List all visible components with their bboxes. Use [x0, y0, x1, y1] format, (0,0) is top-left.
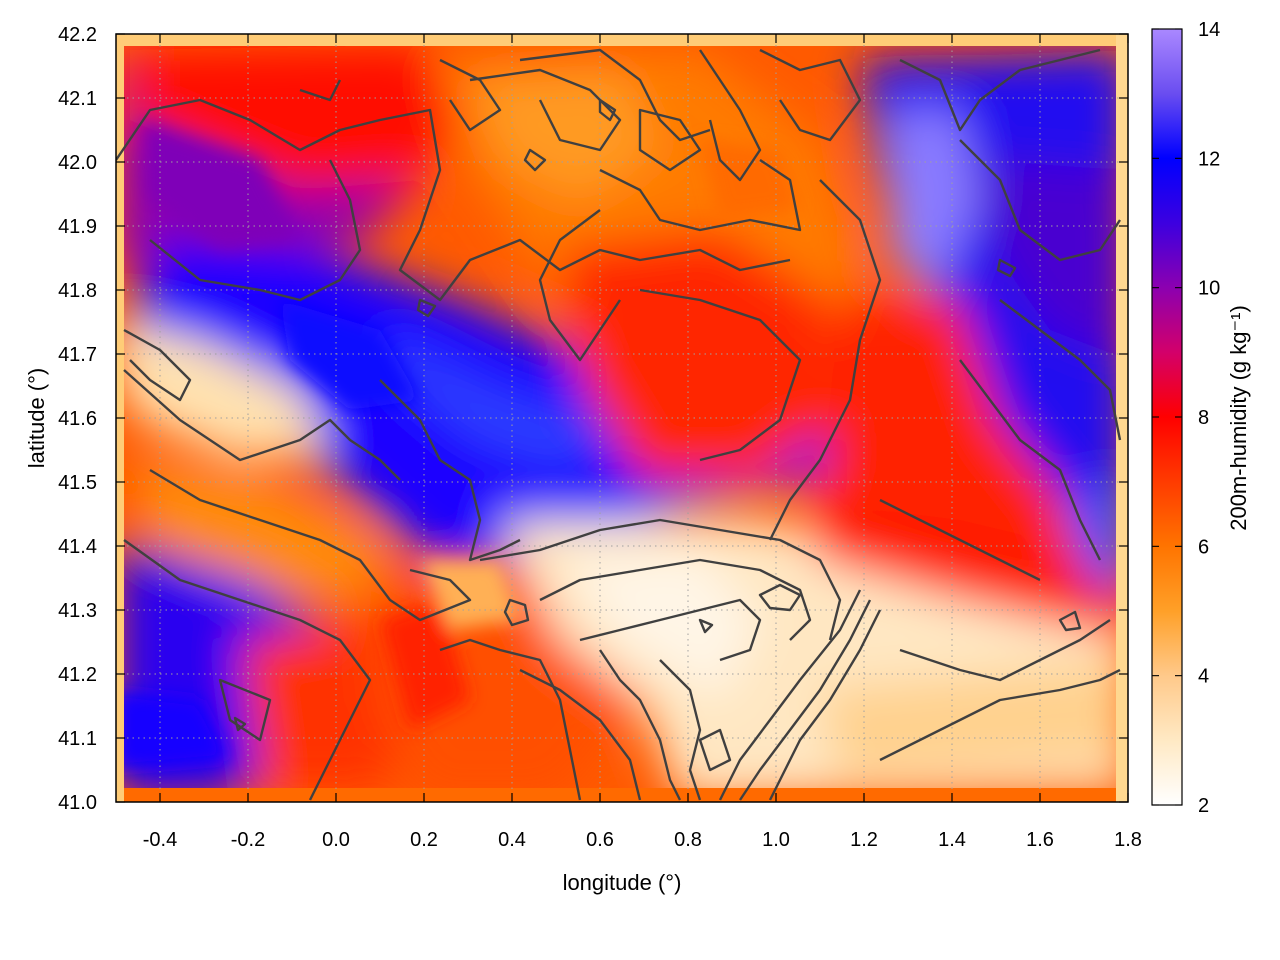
contour-line — [899, 48, 1101, 132]
contour-line — [599, 159, 802, 232]
y-axis-label: latitude (°) — [24, 368, 49, 469]
x-tick-label: -0.4 — [143, 829, 177, 851]
contour-line — [699, 49, 762, 182]
contour-line — [579, 598, 762, 662]
contour-line — [519, 668, 642, 801]
y-tick-label: 41.9 — [58, 216, 97, 238]
contour-line — [599, 649, 682, 801]
contour-line — [439, 638, 582, 801]
x-tick-label: 0.2 — [410, 829, 438, 851]
y-axis: 41.0 41.1 41.2 41.3 41.4 41.5 41.6 41.7 41.8 41.9… — [58, 24, 1128, 814]
y-tick-label: 41.5 — [58, 472, 97, 494]
contour-line — [999, 299, 1122, 441]
y-tick-label: 42.1 — [58, 88, 97, 110]
x-axis-label: longitude (°) — [563, 870, 682, 895]
colorbar-tick-label: 10 — [1198, 278, 1220, 300]
contour-line — [538, 209, 621, 362]
contour-line — [879, 498, 1041, 582]
heatmap-field — [116, 34, 1128, 802]
contour-line — [416, 298, 437, 318]
y-tick-label: 42.2 — [58, 24, 97, 46]
contour-line — [116, 98, 791, 302]
contour-line — [379, 379, 521, 562]
grid-lines — [116, 34, 1128, 802]
colorbar-tick-label: 4 — [1198, 666, 1209, 688]
contour-line — [638, 108, 702, 172]
heatmap-detail — [116, 120, 800, 770]
colorbar-tick-label: 8 — [1198, 407, 1209, 429]
contour-line — [879, 668, 1121, 762]
x-tick-label: 1.2 — [850, 829, 878, 851]
x-axis: -0.4 -0.2 0.0 0.2 0.4 0.6 0.8 1.0 1.2 1.4 1.6 1.8 — [143, 34, 1142, 851]
contour-line — [469, 68, 622, 152]
contour-line — [768, 609, 882, 801]
contour-line — [439, 58, 502, 132]
colorbar-tick-label: 6 — [1198, 536, 1209, 558]
y-tick-label: 41.3 — [58, 600, 97, 622]
y-tick-label: 42.0 — [58, 152, 97, 174]
contour-line — [149, 468, 472, 622]
y-tick-label: 41.1 — [58, 728, 97, 750]
contour-line — [759, 48, 862, 142]
x-tick-label: 0.0 — [322, 829, 350, 851]
contour-line — [698, 728, 732, 772]
y-tick-label: 41.0 — [58, 792, 97, 814]
y-tick-label: 41.8 — [58, 280, 97, 302]
x-tick-label: 1.8 — [1114, 829, 1142, 851]
contour-line — [523, 148, 547, 172]
contour-line — [233, 716, 247, 732]
x-tick-label: 1.6 — [1026, 829, 1054, 851]
bottom-boundary-strip — [116, 788, 1128, 802]
contour-line — [959, 139, 1121, 262]
colorbar-tick-label: 2 — [1198, 795, 1209, 817]
contour-line — [659, 659, 702, 801]
colorbar: 2 4 6 8 10 12 14 200m-humidity (g kg⁻¹) — [1151, 19, 1251, 817]
contour-line — [639, 288, 802, 462]
contour-lines — [116, 48, 1122, 801]
contour-line — [768, 179, 882, 541]
contour-line — [519, 48, 711, 142]
region-western-dry-patch — [116, 320, 330, 460]
contour-line — [899, 619, 1111, 682]
top-boundary-strip — [116, 34, 1128, 46]
colorbar-ticks: 2 4 6 8 10 12 14 — [1152, 19, 1220, 817]
contour-line — [123, 328, 192, 402]
x-tick-label: -0.2 — [231, 829, 265, 851]
contour-line — [299, 79, 342, 102]
contour-line — [959, 359, 1102, 561]
contour-line — [718, 589, 862, 801]
x-tick-label: 1.4 — [938, 829, 966, 851]
contour-line — [758, 583, 802, 612]
colorbar-tick-label: 14 — [1198, 19, 1220, 41]
contour-line — [698, 618, 714, 634]
x-tick-label: 0.8 — [674, 829, 702, 851]
contour-line — [598, 98, 617, 122]
contour-line — [996, 258, 1017, 278]
x-tick-label: 0.4 — [498, 829, 526, 851]
heatmap-blobs — [116, 45, 1128, 800]
x-tick-label: 1.0 — [762, 829, 790, 851]
contour-line — [479, 518, 842, 641]
contour-line — [123, 539, 372, 801]
y-tick-label: 41.6 — [58, 408, 97, 430]
contour-line — [739, 599, 872, 801]
contour-line — [503, 598, 530, 627]
colorbar-tick-label: 12 — [1198, 148, 1220, 170]
contour-line — [149, 159, 362, 302]
y-tick-label: 41.7 — [58, 344, 97, 366]
x-tick-label: 0.6 — [586, 829, 614, 851]
contour-line — [123, 369, 401, 481]
y-tick-label: 41.2 — [58, 664, 97, 686]
y-tick-label: 41.4 — [58, 536, 97, 558]
contour-line — [539, 558, 812, 641]
contour-line — [1058, 610, 1082, 632]
contour-line — [218, 678, 272, 742]
colorbar-label: 200m-humidity (g kg⁻¹) — [1226, 305, 1251, 531]
